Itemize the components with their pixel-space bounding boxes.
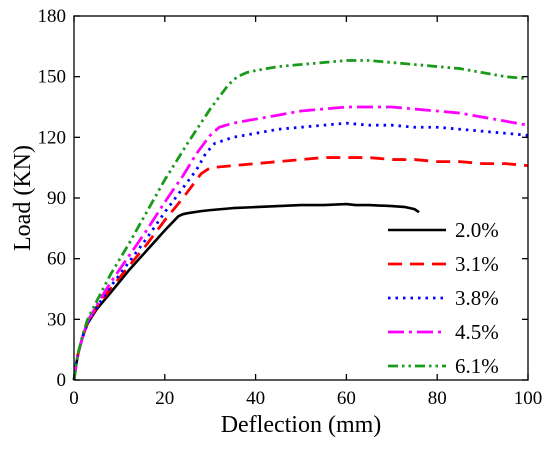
legend-label-3: 3.8% — [455, 286, 499, 310]
x-tick-label: 100 — [514, 388, 543, 409]
y-tick-label: 120 — [38, 127, 67, 148]
y-tick-label: 180 — [38, 6, 67, 27]
x-axis-title: Deflection (mm) — [221, 412, 382, 438]
y-tick-label: 0 — [57, 370, 67, 391]
legend-label-5: 6.1% — [455, 354, 499, 378]
x-tick-label: 60 — [337, 388, 356, 409]
x-tick-label: 40 — [246, 388, 265, 409]
ticks-layer: 0 20 40 60 80 100 0 30 60 90 120 150 180 — [38, 6, 543, 409]
plot-layer — [72, 59, 529, 381]
x-tick-label: 0 — [69, 388, 79, 409]
x-tick-label: 80 — [428, 388, 447, 409]
legend: 2.0% 3.1% 3.8% 4.5% 6.1% — [388, 218, 499, 378]
legend-label-2: 3.1% — [455, 252, 499, 276]
y-tick-label: 150 — [38, 67, 67, 88]
y-tick-label: 60 — [47, 249, 66, 270]
y-axis-title: Load (KN) — [10, 145, 36, 251]
y-tick-label: 30 — [47, 309, 66, 330]
legend-label-1: 2.0% — [455, 218, 499, 242]
x-tick-label: 20 — [155, 388, 174, 409]
y-tick-label: 90 — [47, 188, 66, 209]
series-line-5 — [72, 59, 529, 381]
legend-label-4: 4.5% — [455, 320, 499, 344]
